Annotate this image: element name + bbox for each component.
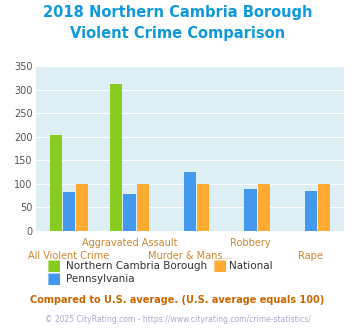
Text: Pennsylvania: Pennsylvania (66, 274, 134, 284)
Bar (305, 191, 317, 231)
Text: Rape: Rape (299, 251, 323, 261)
Bar (123, 194, 136, 231)
Bar (76, 184, 88, 231)
Bar (244, 188, 257, 231)
Text: ■: ■ (46, 271, 60, 286)
Bar (137, 184, 149, 231)
Bar (318, 184, 330, 231)
Text: National: National (229, 261, 273, 271)
Text: ■: ■ (213, 258, 227, 273)
Text: All Violent Crime: All Violent Crime (28, 251, 110, 261)
Bar (258, 184, 270, 231)
Bar (184, 172, 196, 231)
Text: © 2025 CityRating.com - https://www.cityrating.com/crime-statistics/: © 2025 CityRating.com - https://www.city… (45, 315, 310, 324)
Text: Violent Crime Comparison: Violent Crime Comparison (70, 26, 285, 41)
Text: Compared to U.S. average. (U.S. average equals 100): Compared to U.S. average. (U.S. average … (31, 295, 324, 305)
Bar (63, 192, 75, 231)
Text: Robbery: Robbery (230, 238, 271, 248)
Text: ■: ■ (46, 258, 60, 273)
Text: Murder & Mans...: Murder & Mans... (148, 251, 232, 261)
Text: Northern Cambria Borough: Northern Cambria Borough (66, 261, 207, 271)
Text: Aggravated Assault: Aggravated Assault (82, 238, 177, 248)
Bar (50, 135, 62, 231)
Bar (110, 84, 122, 231)
Bar (197, 184, 209, 231)
Text: 2018 Northern Cambria Borough: 2018 Northern Cambria Borough (43, 5, 312, 20)
